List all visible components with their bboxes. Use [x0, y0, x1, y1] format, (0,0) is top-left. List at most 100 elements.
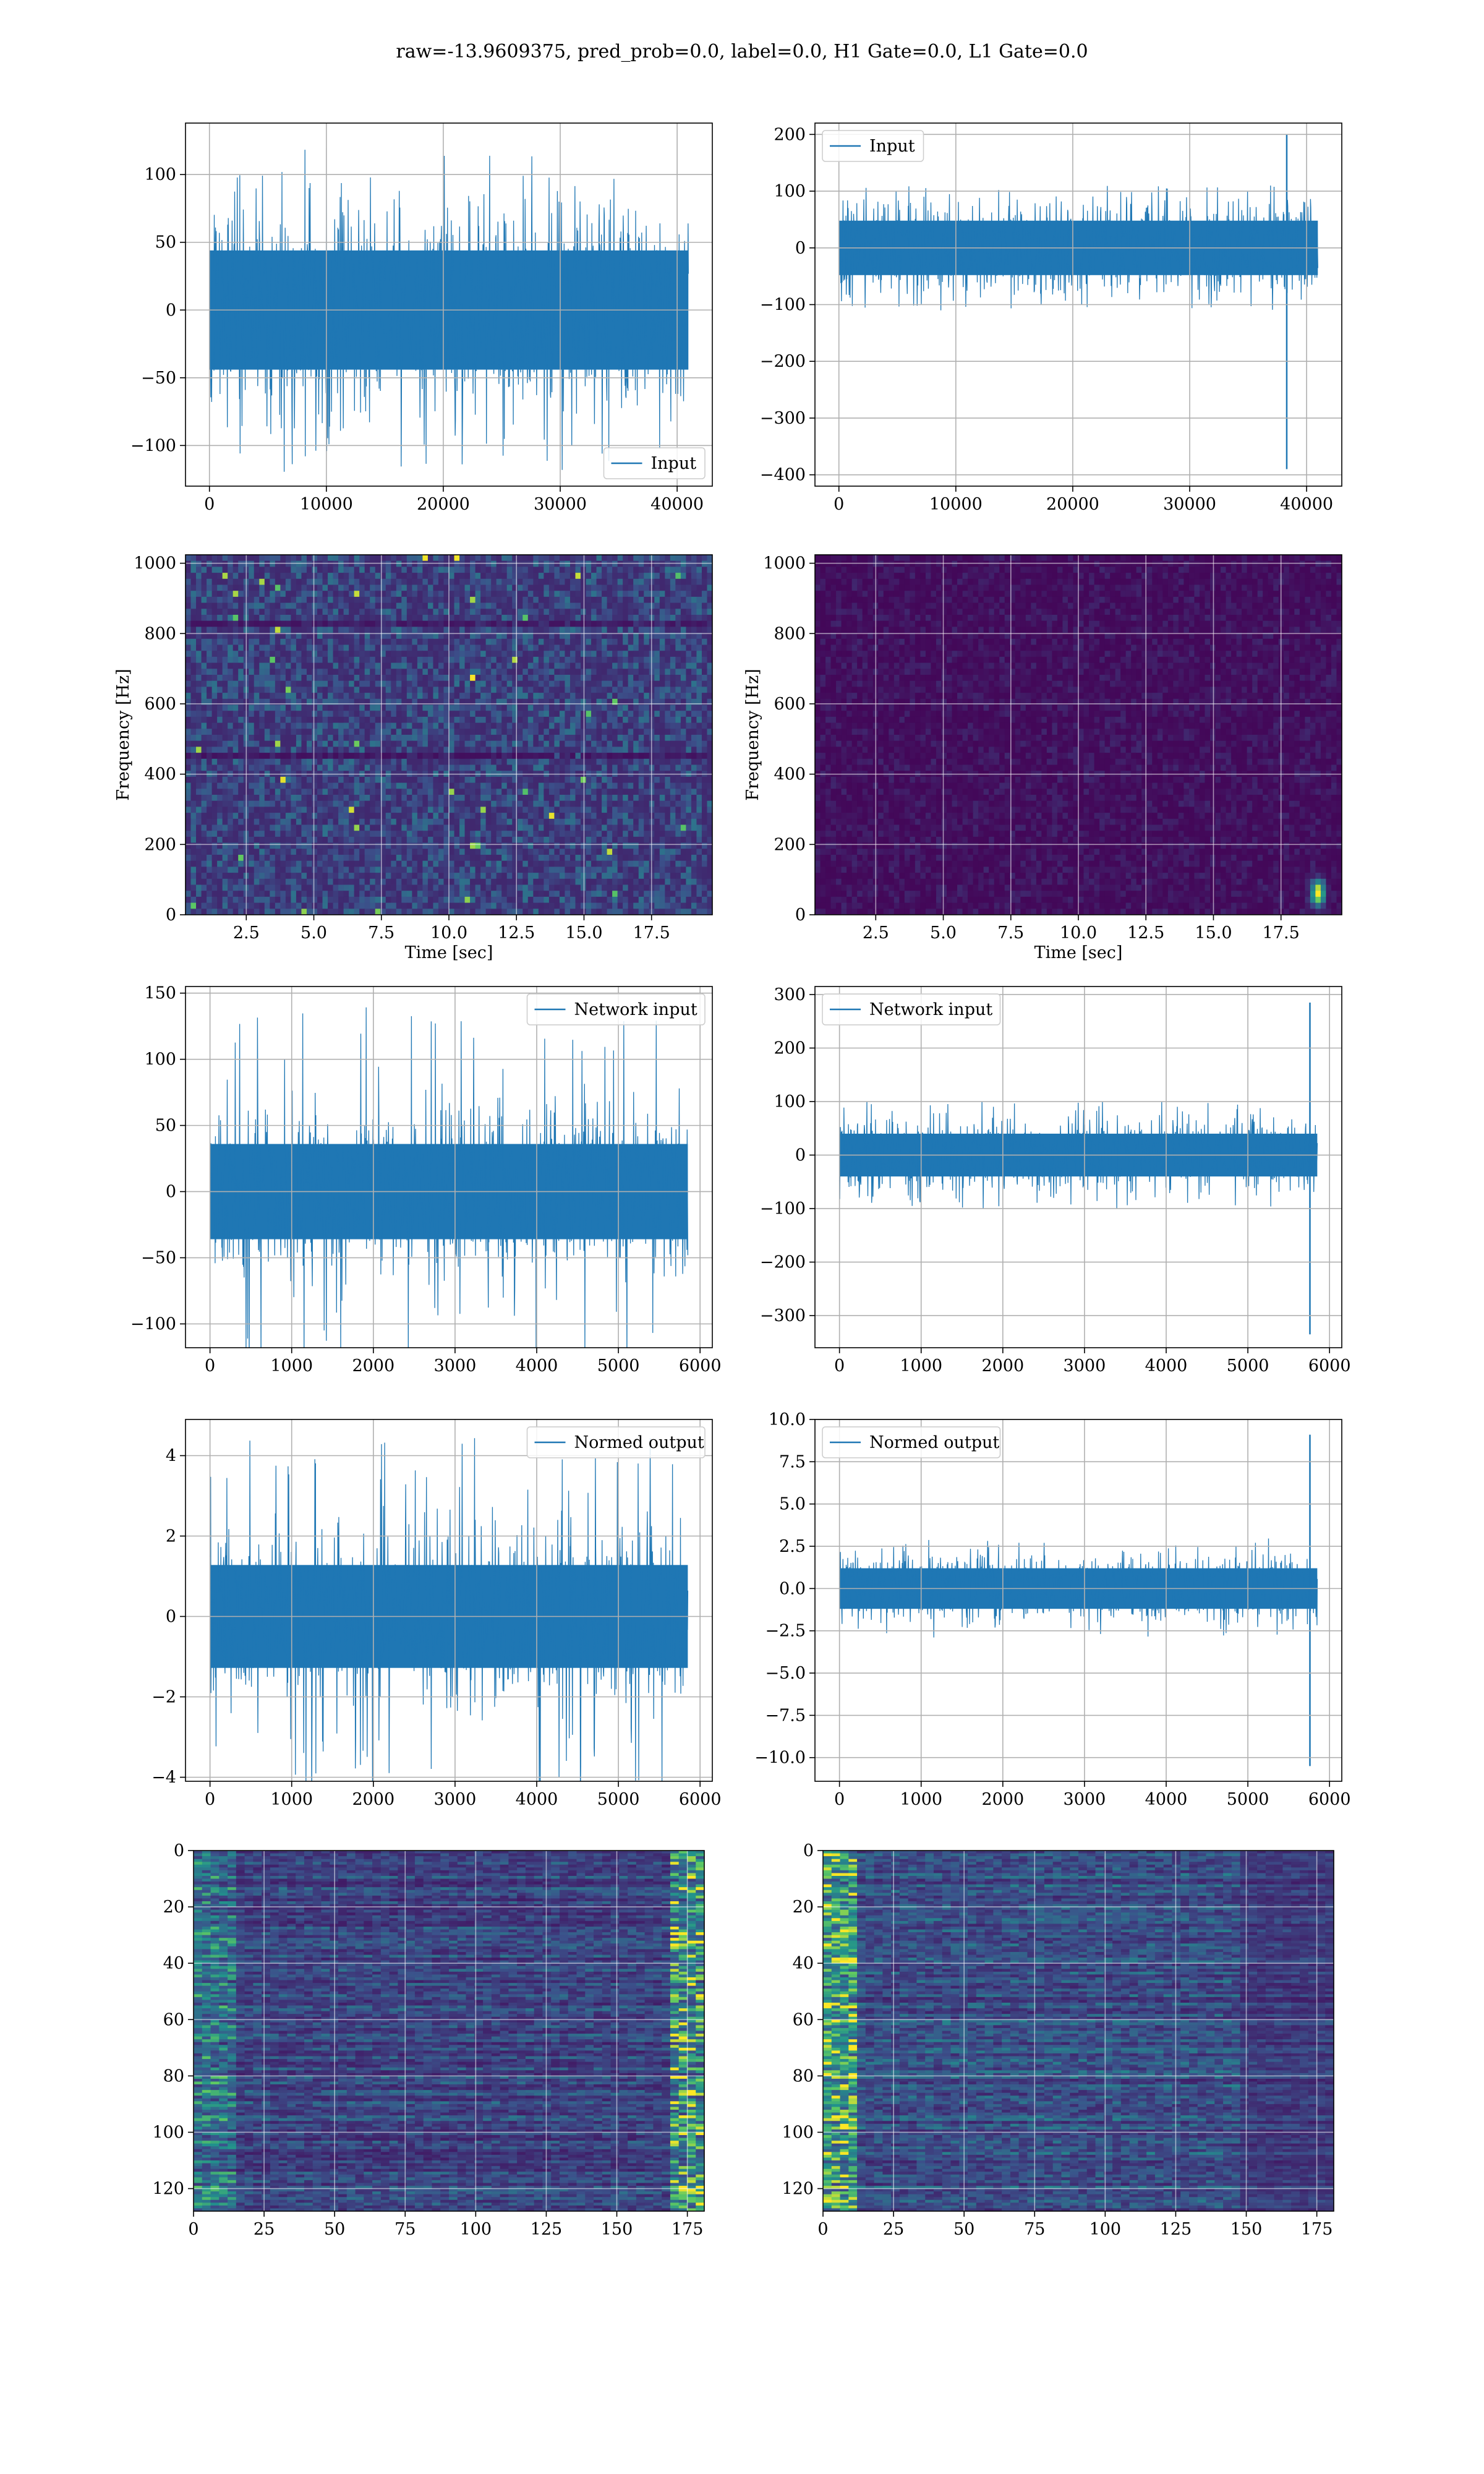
heatmap-cell [548, 573, 555, 580]
heatmap-cell [270, 740, 276, 747]
heatmap-cell [406, 651, 412, 657]
heatmap-cell [675, 764, 681, 771]
heatmap-cell [427, 675, 434, 682]
heatmap-cell [232, 782, 239, 789]
heatmap-cell [617, 831, 623, 837]
heatmap-cell [696, 693, 702, 700]
heatmap-cell [480, 740, 487, 747]
heatmap-cell [438, 651, 445, 657]
heatmap-cell [464, 627, 471, 633]
heatmap-cell [480, 698, 487, 706]
heatmap-cell [401, 747, 407, 753]
heatmap-cell [686, 638, 692, 646]
heatmap-cell [370, 698, 376, 706]
heatmap-cell [581, 596, 587, 604]
heatmap-cell [527, 795, 534, 802]
heatmap-cell [569, 813, 576, 820]
heatmap-cell [375, 722, 381, 729]
heatmap-cell [406, 555, 412, 562]
heatmap-cell [396, 698, 402, 706]
heatmap-cell [296, 662, 302, 669]
heatmap-cell [370, 776, 376, 784]
heatmap-cell [707, 776, 712, 784]
heatmap-cell [306, 573, 313, 580]
heatmap-cell [548, 627, 555, 633]
heatmap-cell [296, 818, 302, 826]
heatmap-cell [701, 729, 708, 735]
heatmap-cell [602, 824, 608, 831]
heatmap-cell [291, 662, 297, 669]
heatmap-cell [596, 602, 602, 609]
heatmap-cell [607, 729, 613, 735]
heatmap-cell [659, 711, 665, 717]
heatmap-cell [569, 627, 576, 633]
heatmap-cell [259, 687, 265, 693]
heatmap-cell [680, 560, 686, 567]
heatmap-cell [301, 693, 307, 700]
heatmap-cell [485, 704, 492, 711]
heatmap-cell [475, 638, 481, 646]
heatmap-cell [623, 764, 629, 771]
heatmap-cell [569, 842, 576, 849]
heatmap-cell [644, 560, 650, 567]
heatmap-cell [322, 680, 328, 687]
heatmap-cell [370, 591, 376, 597]
heatmap-cell [491, 596, 497, 604]
heatmap-cell [391, 662, 397, 669]
heatmap-cell [701, 776, 708, 784]
heatmap-cell [675, 555, 681, 562]
heatmap-cell [522, 578, 529, 586]
heatmap-cell [506, 789, 513, 795]
heatmap-cell [322, 711, 328, 717]
heatmap-cell [406, 644, 412, 651]
heatmap-cell [222, 651, 228, 657]
heatmap-cell [375, 824, 381, 831]
heatmap-cell [201, 824, 207, 831]
heatmap-cell [459, 716, 466, 724]
heatmap-cell [659, 758, 665, 766]
heatmap-cell [644, 651, 650, 657]
heatmap-cell [301, 609, 307, 615]
heatmap-cell [475, 573, 481, 580]
heatmap-cell [654, 813, 660, 820]
heatmap-cell [280, 644, 286, 651]
heatmap-cell [638, 753, 644, 760]
heatmap-cell [427, 560, 434, 567]
heatmap-cell [317, 704, 323, 711]
heatmap-cell [412, 795, 418, 802]
heatmap-cell [554, 627, 560, 633]
heatmap-cell [396, 573, 402, 580]
heatmap-cell [275, 675, 281, 682]
heatmap-cell [196, 560, 202, 567]
heatmap-cell [569, 578, 576, 586]
heatmap-cell [527, 776, 534, 784]
heatmap-cell [186, 795, 192, 802]
heatmap-cell [480, 758, 487, 766]
heatmap-cell [475, 800, 481, 807]
heatmap-cell [628, 602, 634, 609]
heatmap-cell [512, 669, 518, 675]
heatmap-cell [211, 591, 218, 597]
heatmap-cell [427, 764, 434, 771]
heatmap-cell [691, 818, 697, 826]
heatmap-cell [559, 747, 566, 753]
heatmap-cell [207, 753, 213, 760]
heatmap-cell [396, 620, 402, 627]
heatmap-cell [328, 722, 334, 729]
heatmap-cell [607, 567, 613, 573]
heatmap-cell [628, 644, 634, 651]
heatmap-cell [417, 644, 423, 651]
heatmap-cell [480, 735, 487, 742]
heatmap-cell [217, 644, 223, 651]
heatmap-cell [222, 615, 228, 622]
heatmap-cell [296, 644, 302, 651]
heatmap-cell [506, 567, 513, 573]
heatmap-cell [686, 818, 692, 826]
heatmap-cell [538, 740, 544, 747]
heatmap-cell [249, 591, 255, 597]
heatmap-cell [559, 807, 566, 813]
heatmap-cell [659, 776, 665, 784]
heatmap-cell [527, 831, 534, 837]
heatmap-cell [480, 596, 487, 604]
heatmap-cell [538, 795, 544, 802]
